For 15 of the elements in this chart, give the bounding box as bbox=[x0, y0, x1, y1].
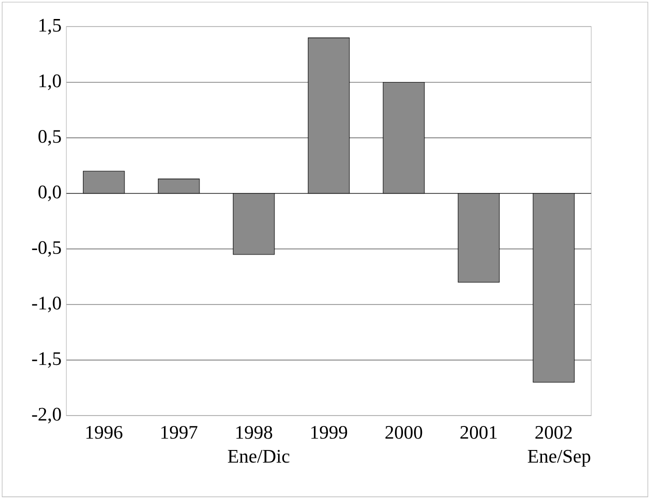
x-tick-label: 1999 bbox=[311, 426, 348, 439]
y-tick-label: 0,0 bbox=[38, 186, 61, 202]
x-tick-label: 2000 bbox=[385, 426, 422, 439]
y-tick-label: 1,5 bbox=[39, 18, 61, 34]
y-tick-label: -1,0 bbox=[32, 296, 61, 312]
x-tick-label: 1996 bbox=[86, 426, 122, 439]
y-tick-label: 1,0 bbox=[39, 74, 61, 90]
y-tick-label: 0,5 bbox=[38, 130, 61, 146]
x-tick-label: 2002 Ene/Sep bbox=[528, 426, 590, 467]
x-tick-label: 2001 bbox=[460, 426, 497, 439]
y-tick-label: -0,5 bbox=[32, 241, 61, 257]
x-tick-label: 1998 Ene/Dic bbox=[228, 426, 290, 463]
y-tick-label: -1,5 bbox=[32, 352, 61, 368]
x-tick-label: 1997 bbox=[161, 426, 198, 439]
y-tick-label: -2,0 bbox=[32, 408, 61, 424]
